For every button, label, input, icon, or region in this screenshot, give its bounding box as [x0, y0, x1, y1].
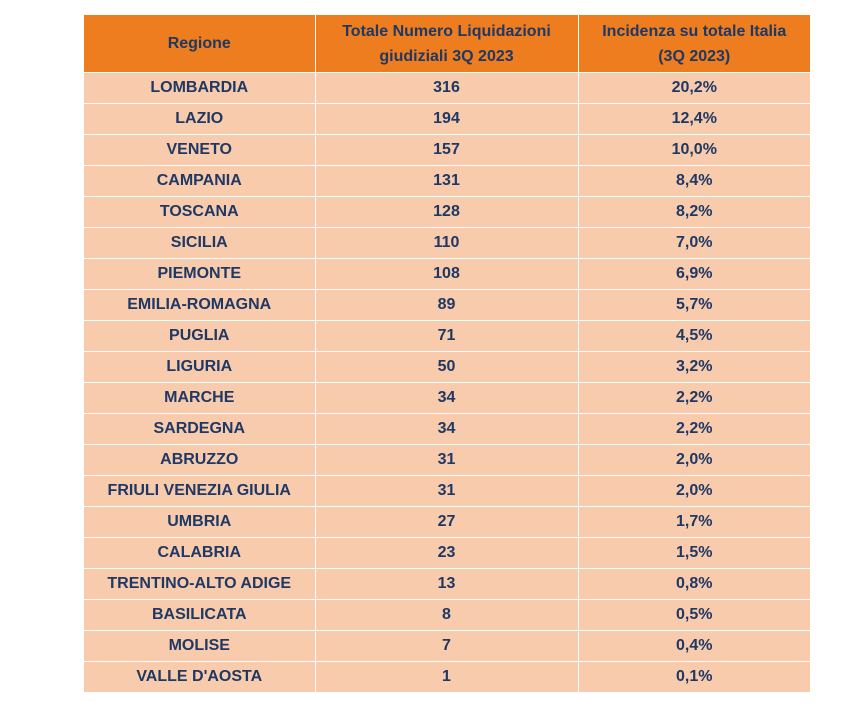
region-cell: PUGLIA	[84, 320, 316, 352]
region-cell: LIGURIA	[84, 351, 316, 383]
share-cell: 2,2%	[578, 382, 810, 414]
table-row: ABRUZZO 31 2,0%	[84, 444, 810, 476]
table-row: MOLISE 7 0,4%	[84, 630, 810, 662]
count-cell: 71	[315, 320, 579, 352]
region-cell: BASILICATA	[84, 599, 316, 631]
region-cell: PIEMONTE	[84, 258, 316, 290]
table-row: UMBRIA 27 1,7%	[84, 506, 810, 538]
share-cell: 8,2%	[578, 196, 810, 228]
share-cell: 20,2%	[578, 72, 810, 104]
count-cell: 13	[315, 568, 579, 600]
table-row: CALABRIA 23 1,5%	[84, 537, 810, 569]
table-row: FRIULI VENEZIA GIULIA 31 2,0%	[84, 475, 810, 507]
share-cell: 6,9%	[578, 258, 810, 290]
header-count-line2: giudiziali 3Q 2023	[379, 47, 514, 65]
region-cell: MARCHE	[84, 382, 316, 414]
header-region-label: Regione	[167, 35, 231, 52]
region-cell: FRIULI VENEZIA GIULIA	[84, 475, 316, 507]
table-row: EMILIA-ROMAGNA 89 5,7%	[84, 289, 810, 321]
count-cell: 31	[315, 444, 579, 476]
share-cell: 4,5%	[578, 320, 810, 352]
count-cell: 50	[315, 351, 579, 383]
share-cell: 3,2%	[578, 351, 810, 383]
count-cell: 34	[315, 382, 579, 414]
count-cell: 23	[315, 537, 579, 569]
header-count: Totale Numero Liquidazioni giudiziali 3Q…	[315, 15, 579, 73]
count-cell: 27	[315, 506, 579, 538]
table-body: LOMBARDIA 316 20,2% LAZIO 194 12,4% VENETO 157 1…	[84, 72, 810, 692]
count-cell: 34	[315, 413, 579, 445]
share-cell: 7,0%	[578, 227, 810, 259]
region-cell: LAZIO	[84, 103, 316, 135]
table-row: CAMPANIA 131 8,4%	[84, 165, 810, 197]
share-cell: 1,5%	[578, 537, 810, 569]
share-cell: 2,0%	[578, 475, 810, 507]
header-row: Regione Totale Numero Liquidazioni giudi…	[84, 15, 810, 73]
table-row: SARDEGNA 34 2,2%	[84, 413, 810, 445]
header-share-line2: (3Q 2023)	[658, 47, 731, 65]
region-cell: LOMBARDIA	[84, 72, 316, 104]
count-cell: 89	[315, 289, 579, 321]
count-cell: 1	[315, 661, 579, 692]
share-cell: 0,5%	[578, 599, 810, 631]
header-share-line1: Incidenza su totale Italia	[602, 22, 787, 40]
liquidations-table: Regione Totale Numero Liquidazioni giudi…	[84, 15, 810, 692]
count-cell: 131	[315, 165, 579, 197]
table-header: Regione Totale Numero Liquidazioni giudi…	[84, 15, 810, 73]
count-cell: 316	[315, 72, 579, 104]
count-cell: 8	[315, 599, 579, 631]
count-cell: 194	[315, 103, 579, 135]
share-cell: 2,0%	[578, 444, 810, 476]
region-cell: EMILIA-ROMAGNA	[84, 289, 316, 321]
share-cell: 0,4%	[578, 630, 810, 662]
region-cell: SARDEGNA	[84, 413, 316, 445]
count-cell: 128	[315, 196, 579, 228]
table-row: VALLE D'AOSTA 1 0,1%	[84, 661, 810, 692]
header-share: Incidenza su totale Italia (3Q 2023)	[578, 15, 810, 73]
table-row: LIGURIA 50 3,2%	[84, 351, 810, 383]
table-row: TRENTINO-ALTO ADIGE 13 0,8%	[84, 568, 810, 600]
region-cell: CALABRIA	[84, 537, 316, 569]
liquidations-table-container: Regione Totale Numero Liquidazioni giudi…	[84, 15, 810, 692]
region-cell: ABRUZZO	[84, 444, 316, 476]
table-row: TOSCANA 128 8,2%	[84, 196, 810, 228]
header-region: Regione	[84, 15, 316, 73]
count-cell: 31	[315, 475, 579, 507]
table-row: LAZIO 194 12,4%	[84, 103, 810, 135]
table-row: LOMBARDIA 316 20,2%	[84, 72, 810, 104]
share-cell: 0,1%	[578, 661, 810, 692]
region-cell: TRENTINO-ALTO ADIGE	[84, 568, 316, 600]
header-count-line1: Totale Numero Liquidazioni	[342, 22, 551, 40]
region-cell: CAMPANIA	[84, 165, 316, 197]
region-cell: SICILIA	[84, 227, 316, 259]
share-cell: 1,7%	[578, 506, 810, 538]
count-cell: 157	[315, 134, 579, 166]
share-cell: 8,4%	[578, 165, 810, 197]
share-cell: 0,8%	[578, 568, 810, 600]
share-cell: 12,4%	[578, 103, 810, 135]
region-cell: MOLISE	[84, 630, 316, 662]
count-cell: 110	[315, 227, 579, 259]
count-cell: 108	[315, 258, 579, 290]
table-row: PUGLIA 71 4,5%	[84, 320, 810, 352]
share-cell: 2,2%	[578, 413, 810, 445]
region-cell: VENETO	[84, 134, 316, 166]
share-cell: 5,7%	[578, 289, 810, 321]
share-cell: 10,0%	[578, 134, 810, 166]
region-cell: TOSCANA	[84, 196, 316, 228]
region-cell: UMBRIA	[84, 506, 316, 538]
table-row: PIEMONTE 108 6,9%	[84, 258, 810, 290]
count-cell: 7	[315, 630, 579, 662]
table-row: BASILICATA 8 0,5%	[84, 599, 810, 631]
region-cell: VALLE D'AOSTA	[84, 661, 316, 692]
table-row: VENETO 157 10,0%	[84, 134, 810, 166]
table-row: MARCHE 34 2,2%	[84, 382, 810, 414]
table-row: SICILIA 110 7,0%	[84, 227, 810, 259]
